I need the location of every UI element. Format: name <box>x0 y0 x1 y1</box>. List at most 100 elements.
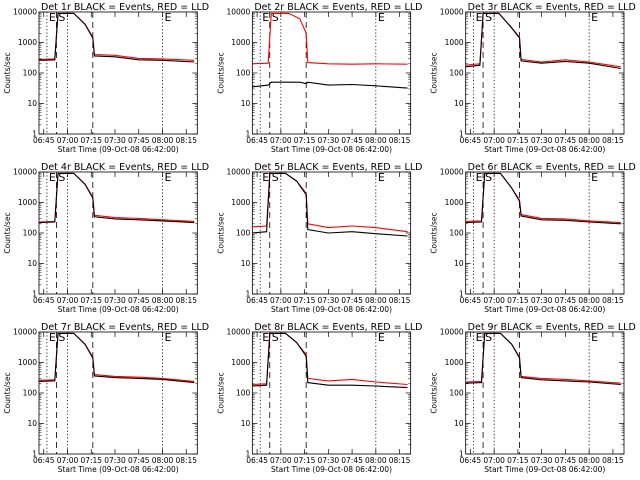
x-tick-label: 07:45 <box>341 296 363 305</box>
y-axis-label: Counts/sec <box>430 372 439 413</box>
x-tick-label: 08:15 <box>389 136 411 145</box>
x-tick-label: 07:00 <box>270 456 292 465</box>
x-tick-label: 07:45 <box>341 456 363 465</box>
event-marker-label: E <box>49 331 56 344</box>
y-tick-label: 10 <box>454 419 464 428</box>
x-tick-label: 07:45 <box>128 456 150 465</box>
x-axis-label: Start Time (09-Oct-08 06:42:00) <box>271 465 392 474</box>
x-tick-label: 07:15 <box>507 456 529 465</box>
event-marker-label: E <box>591 11 598 24</box>
plot-frame <box>251 331 412 455</box>
x-tick-label: 08:15 <box>175 456 197 465</box>
x-tick-label: 08:00 <box>152 296 174 305</box>
y-tick-label: 100 <box>236 389 251 398</box>
chart-title: Det 2r BLACK = Events, RED = LLD <box>254 2 422 13</box>
x-tick-label: 07:30 <box>318 456 340 465</box>
x-tick-label: 07:15 <box>80 136 102 145</box>
event-marker-label: E <box>378 171 385 184</box>
x-axis-label: Start Time (09-Oct-08 06:42:00) <box>484 465 605 474</box>
event-marker-label: E <box>378 331 385 344</box>
y-tick-label: 10000 <box>226 328 250 337</box>
y-axis-label: Counts/sec <box>430 52 439 93</box>
x-tick-label: 07:45 <box>128 136 150 145</box>
x-axis-label: Start Time (09-Oct-08 06:42:00) <box>58 465 179 474</box>
y-axis-label: Counts/sec <box>3 52 12 93</box>
event-marker-label: E <box>262 331 269 344</box>
x-tick-label: 08:00 <box>578 296 600 305</box>
plot-frame <box>465 11 625 135</box>
event-marker-label: E <box>591 171 598 184</box>
x-tick-label: 07:00 <box>57 456 79 465</box>
x-tick-label: 06:45 <box>246 296 268 305</box>
y-tick-label: 1000 <box>18 198 37 207</box>
y-tick-label: 10 <box>454 259 464 268</box>
x-tick-label: 06:45 <box>33 136 55 145</box>
x-tick-label: 07:30 <box>318 296 340 305</box>
x-tick-label: 08:00 <box>578 456 600 465</box>
x-tick-label: 06:45 <box>33 456 55 465</box>
y-tick-label: 1 <box>459 130 464 139</box>
y-tick-label: 10000 <box>440 168 464 177</box>
detector-panel: Det 5r BLACK = Events, RED = LLD 1 10 100 10… <box>216 162 422 314</box>
x-tick-label: 07:15 <box>294 296 316 305</box>
event-marker-label: E <box>49 171 56 184</box>
x-tick-label: 08:15 <box>175 296 197 305</box>
x-tick-label: 07:00 <box>483 296 505 305</box>
detector-panel: Det 7r BLACK = Events, RED = LLD 1 10 100 10… <box>3 322 209 474</box>
x-tick-label: 07:45 <box>555 136 577 145</box>
y-tick-label: 10000 <box>226 8 250 17</box>
y-tick-label: 100 <box>236 69 251 78</box>
y-tick-label: 100 <box>23 389 38 398</box>
event-marker-label: S <box>58 11 65 24</box>
x-tick-label: 07:30 <box>531 296 553 305</box>
y-tick-label: 10 <box>241 99 251 108</box>
x-axis-label: Start Time (09-Oct-08 06:42:00) <box>271 305 392 314</box>
y-tick-label: 10 <box>27 99 37 108</box>
x-tick-label: 07:45 <box>341 136 363 145</box>
x-tick-label: 06:45 <box>460 456 482 465</box>
event-marker-label: E <box>165 11 172 24</box>
x-tick-label: 07:00 <box>270 136 292 145</box>
y-tick-label: 1 <box>246 290 251 299</box>
event-marker-label: E <box>378 11 385 24</box>
event-marker-label: E <box>476 171 483 184</box>
event-marker-label: E <box>165 171 172 184</box>
y-axis-label: Counts/sec <box>216 212 225 253</box>
y-tick-label: 100 <box>236 229 251 238</box>
y-tick-label: 1 <box>32 450 37 459</box>
y-tick-label: 1000 <box>231 38 250 47</box>
y-tick-label: 1 <box>246 450 251 459</box>
x-tick-label: 07:00 <box>57 136 79 145</box>
x-tick-label: 08:00 <box>365 456 387 465</box>
x-tick-label: 06:45 <box>33 296 55 305</box>
chart-title: Det 8r BLACK = Events, RED = LLD <box>254 322 422 333</box>
detector-panel: Det 1r BLACK = Events, RED = LLD 1 10 100 10… <box>3 2 209 154</box>
events-series-line <box>39 172 195 224</box>
chart-title: Det 7r BLACK = Events, RED = LLD <box>41 322 209 333</box>
x-axis-label: Start Time (09-Oct-08 06:42:00) <box>484 305 605 314</box>
x-tick-label: 08:00 <box>152 456 174 465</box>
x-tick-label: 07:45 <box>555 296 577 305</box>
detector-panel: Det 4r BLACK = Events, RED = LLD 1 10 100 10… <box>3 162 209 314</box>
x-tick-label: 07:15 <box>294 136 316 145</box>
x-tick-label: 07:15 <box>80 296 102 305</box>
x-tick-label: 07:15 <box>294 456 316 465</box>
event-marker-label: S <box>272 171 279 184</box>
plot-frame <box>465 331 625 455</box>
event-marker-label: E <box>476 331 483 344</box>
chart-title: Det 3r BLACK = Events, RED = LLD <box>468 2 636 13</box>
event-marker-label: S <box>485 11 492 24</box>
y-tick-label: 1000 <box>445 358 464 367</box>
y-tick-label: 10 <box>27 419 37 428</box>
plot-frame <box>465 171 625 295</box>
x-tick-label: 07:30 <box>104 136 126 145</box>
chart-title: Det 9r BLACK = Events, RED = LLD <box>468 322 636 333</box>
y-tick-label: 1000 <box>445 198 464 207</box>
x-tick-label: 07:30 <box>104 456 126 465</box>
y-tick-label: 1000 <box>18 38 37 47</box>
y-tick-label: 100 <box>449 389 464 398</box>
y-axis-label: Counts/sec <box>216 52 225 93</box>
y-tick-label: 100 <box>23 229 38 238</box>
plot-frame <box>38 331 198 455</box>
